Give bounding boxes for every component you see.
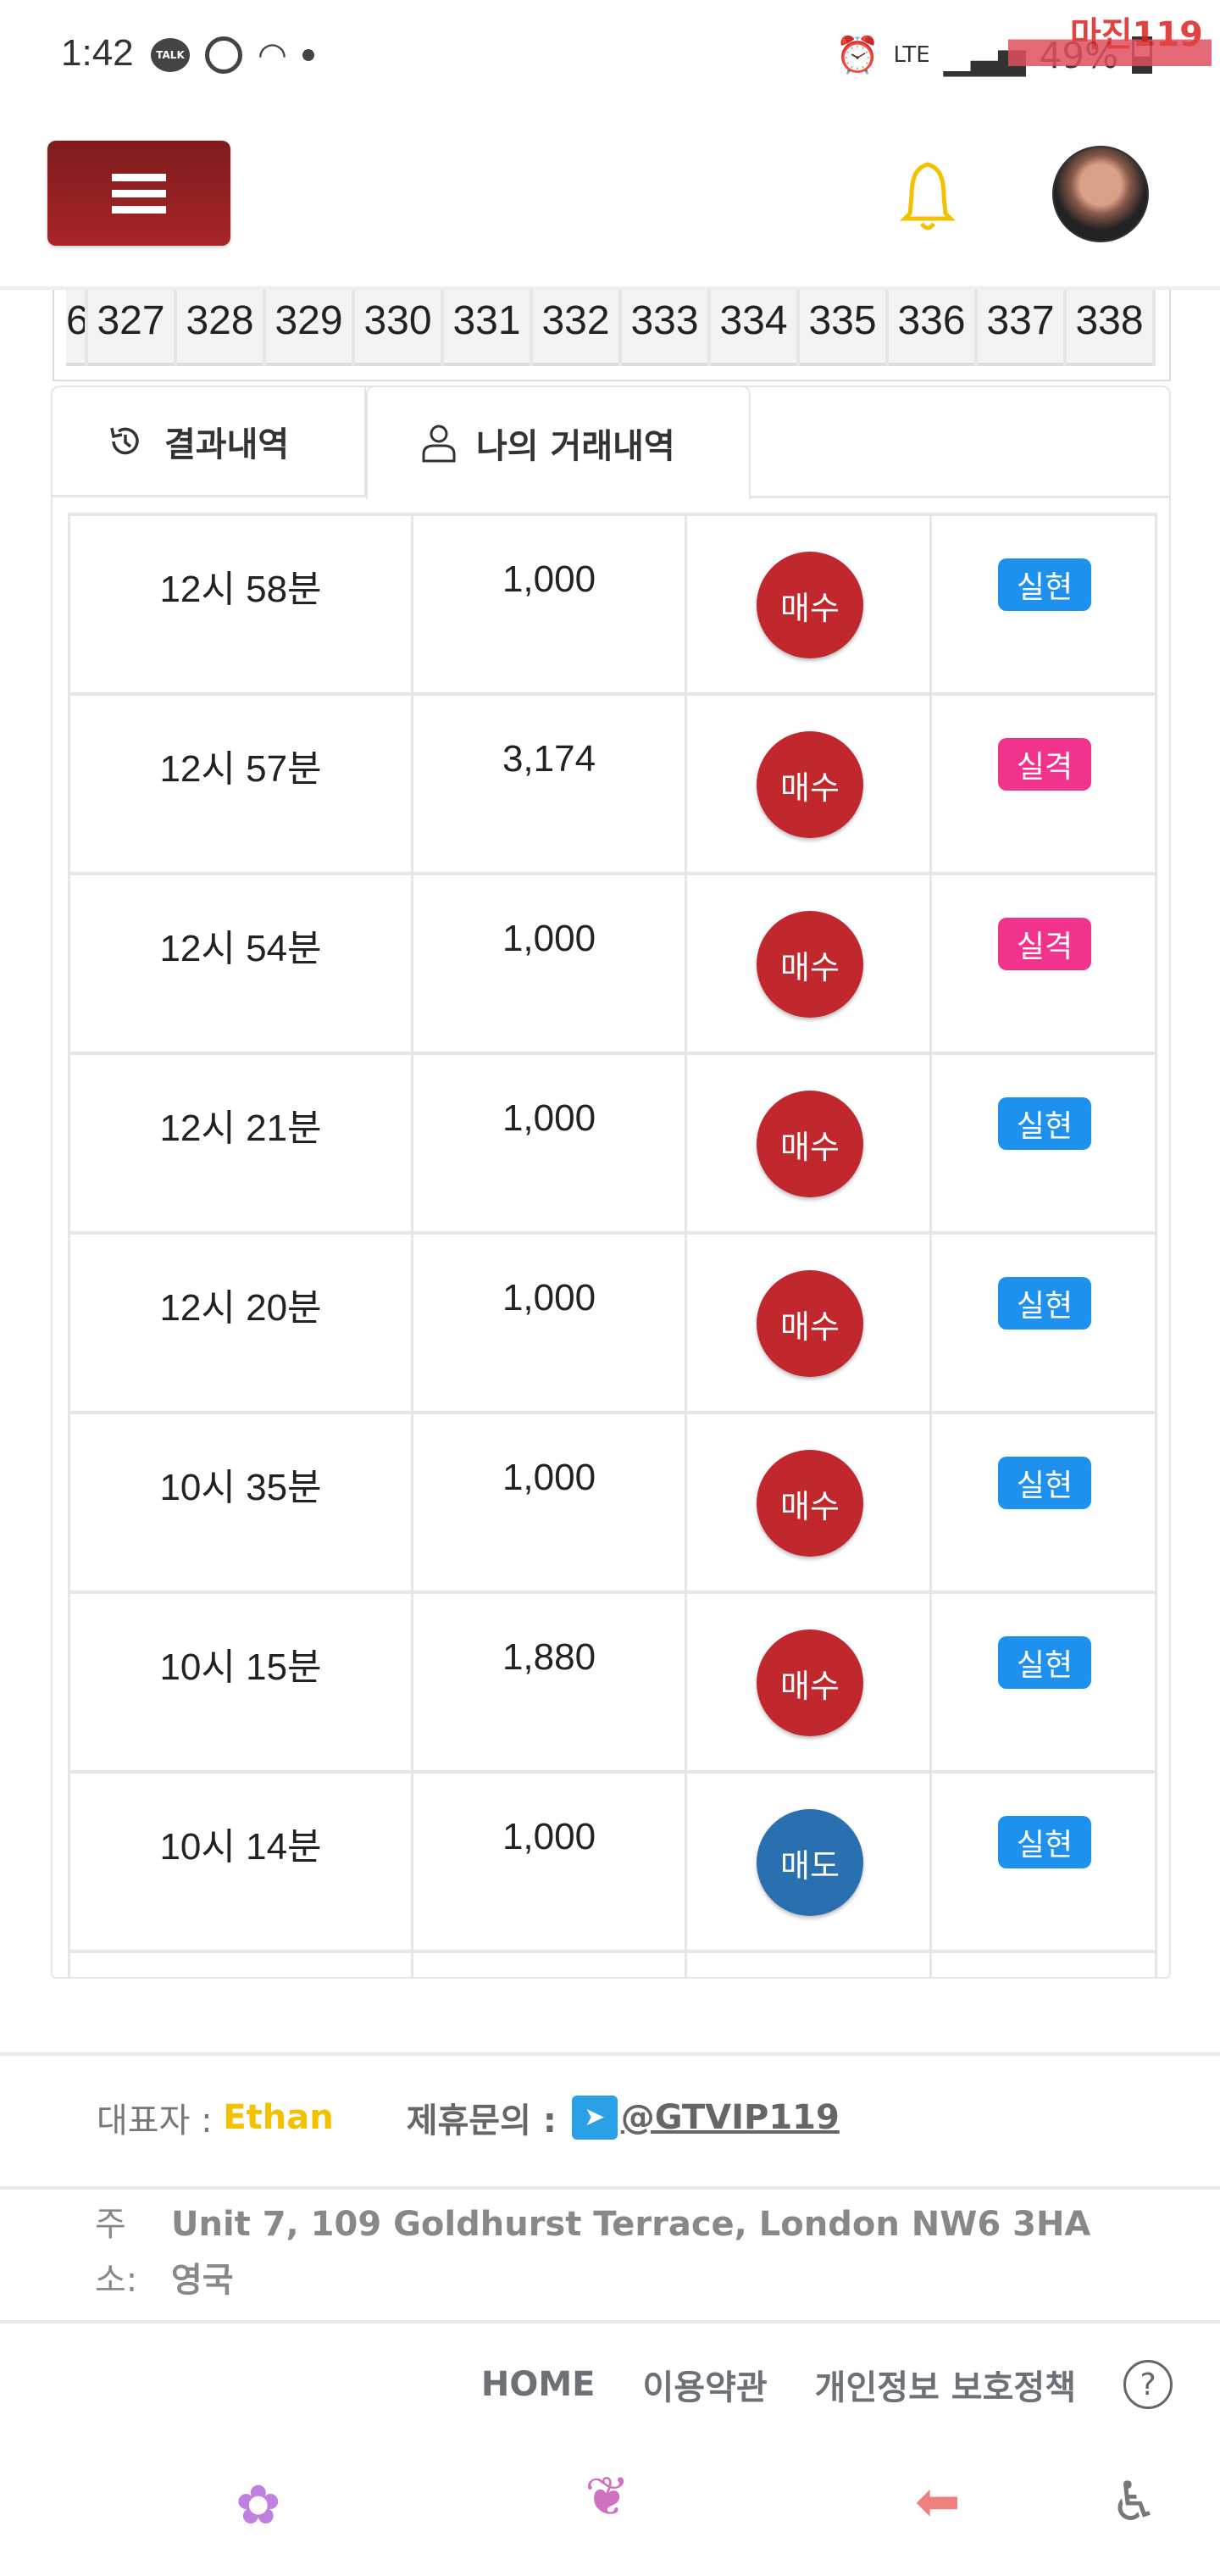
round-number[interactable]: 337 xyxy=(978,290,1067,366)
ceo-name: Ethan xyxy=(223,2098,334,2137)
tab-results[interactable]: 결과내역 xyxy=(53,387,366,497)
app-header xyxy=(0,110,1220,290)
trade-time: 12시 58분 xyxy=(159,569,322,610)
round-number[interactable]: 332 xyxy=(533,290,622,366)
bell-icon[interactable] xyxy=(898,159,957,236)
history-icon xyxy=(110,427,139,454)
notification-dot-icon xyxy=(302,49,314,61)
kakaotalk-icon: TALK xyxy=(151,38,190,72)
bottom-nav: ✿ ❦ ⬅ ♿ xyxy=(0,2457,1220,2559)
round-number[interactable]: 328 xyxy=(177,290,266,366)
table-row: 10시 14분 1,000 매도 실현 xyxy=(68,1770,1157,1950)
tab-bar: 결과내역 나의 거래내역 xyxy=(51,386,1171,499)
wifi-icon: ◠ xyxy=(258,36,287,75)
trade-time: 12시 21분 xyxy=(159,1108,322,1149)
trade-time: 12시 57분 xyxy=(159,748,322,790)
address: 주 Unit 7, 109 Goldhurst Terrace, London N… xyxy=(95,2196,1090,2308)
company-info: 대표자 : Ethan 제휴문의 : ➤ @GTVIP119 xyxy=(97,2093,840,2142)
round-number[interactable]: 331 xyxy=(444,290,533,366)
user-icon xyxy=(422,425,456,463)
buy-badge: 매수 xyxy=(757,911,863,1018)
round-number[interactable]: 338 xyxy=(1067,290,1156,366)
contact-label: 제휴문의 : xyxy=(406,2101,568,2140)
watermark-logo: 마진119 xyxy=(1008,7,1212,66)
buy-badge: 매수 xyxy=(757,1450,863,1557)
table-row: 10시 15분 1,880 매수 실현 xyxy=(68,1591,1157,1770)
round-number[interactable]: 336 xyxy=(889,290,978,366)
privacy-link[interactable]: 개인정보 보호정책 xyxy=(814,2368,1076,2407)
round-number[interactable]: 329 xyxy=(266,290,355,366)
help-icon[interactable]: ? xyxy=(1123,2360,1173,2409)
lte-icon: LTE xyxy=(893,42,930,68)
avatar[interactable] xyxy=(1052,146,1149,242)
address-line-2: 영국 xyxy=(171,2261,234,2300)
fan-icon xyxy=(205,36,242,74)
home-link[interactable]: HOME xyxy=(480,2365,596,2404)
trade-time: 10시 35분 xyxy=(159,1467,322,1508)
address-label: 주 xyxy=(95,2205,126,2244)
table-row: 12시 57분 3,174 매수 실격 xyxy=(68,692,1157,872)
address-line-1: Unit 7, 109 Goldhurst Terrace, London NW… xyxy=(171,2205,1091,2244)
trade-amount: 1,000 xyxy=(502,1816,596,1857)
trade-time: 12시 54분 xyxy=(159,928,322,969)
trade-amount: 3,174 xyxy=(502,738,596,780)
trade-amount: 1,880 xyxy=(502,1636,596,1678)
buy-badge: 매수 xyxy=(757,731,863,838)
result-badge: 실현 xyxy=(998,1457,1091,1509)
round-number-strip: 6 327 328 329 330 331 332 333 334 335 336 337 338 xyxy=(53,290,1171,381)
result-badge: 실현 xyxy=(998,558,1091,611)
buy-badge: 매수 xyxy=(757,1270,863,1377)
clock: 1:42 xyxy=(61,32,134,74)
address-label: 소: xyxy=(95,2261,138,2300)
trade-time: 12시 20분 xyxy=(159,1287,322,1329)
tab-label: 결과내역 xyxy=(164,425,290,464)
buy-badge: 매수 xyxy=(757,552,863,658)
result-badge: 실현 xyxy=(998,1277,1091,1330)
round-number[interactable]: 335 xyxy=(800,290,889,366)
back-arrow-icon[interactable]: ⬅ xyxy=(915,2471,961,2534)
footer-links: HOME 이용약관 개인정보 보호정책 ? xyxy=(481,2360,1173,2409)
trade-time: 10시 15분 xyxy=(159,1646,322,1688)
table-row: 12시 20분 1,000 매수 실현 xyxy=(68,1231,1157,1411)
table-row: 12시 58분 1,000 매수 실현 xyxy=(68,513,1157,692)
round-number[interactable]: 334 xyxy=(711,290,800,366)
alarm-icon: ⏰ xyxy=(835,34,880,75)
buy-badge: 매수 xyxy=(757,1091,863,1197)
round-number[interactable]: 6 xyxy=(66,290,88,366)
ceo-label: 대표자 : xyxy=(97,2101,224,2140)
hamburger-icon xyxy=(112,173,166,181)
table-row: 12시 21분 1,000 매수 실현 xyxy=(68,1052,1157,1231)
status-bar: 1:42 TALK ◠ ⏰ LTE ▁▃▅ 49% 마진119 xyxy=(0,0,1220,110)
round-number[interactable]: 333 xyxy=(622,290,711,366)
trade-amount: 1,000 xyxy=(502,918,596,959)
result-badge: 실격 xyxy=(998,918,1091,970)
flower-icon[interactable]: ✿ xyxy=(236,2474,281,2537)
result-badge: 실현 xyxy=(998,1816,1091,1868)
trade-time: 10시 14분 xyxy=(159,1826,322,1868)
table-row: 12시 54분 1,000 매수 실격 xyxy=(68,872,1157,1052)
tab-label: 나의 거래내역 xyxy=(476,427,675,466)
tab-my-trades[interactable]: 나의 거래내역 xyxy=(366,386,751,499)
phoenix-icon[interactable]: ❦ xyxy=(585,2466,630,2529)
table-row: 10시 35분 1,000 매수 실현 xyxy=(68,1411,1157,1591)
accessibility-icon[interactable]: ♿ xyxy=(1110,2471,1159,2534)
trade-amount: 1,000 xyxy=(502,1097,596,1139)
result-badge: 실현 xyxy=(998,1636,1091,1689)
terms-link[interactable]: 이용약관 xyxy=(642,2368,768,2407)
trade-amount: 1,000 xyxy=(502,1277,596,1319)
result-badge: 실격 xyxy=(998,738,1091,791)
round-number[interactable]: 327 xyxy=(88,290,177,366)
buy-badge: 매수 xyxy=(757,1629,863,1736)
sell-badge: 매도 xyxy=(757,1809,863,1916)
round-number[interactable]: 330 xyxy=(355,290,444,366)
trade-history-table[interactable]: 12시 58분 1,000 매수 실현 12시 57분 3,174 매수 실격 … xyxy=(51,496,1171,1979)
menu-button[interactable] xyxy=(47,141,230,246)
result-badge: 실현 xyxy=(998,1097,1091,1150)
trade-amount: 1,000 xyxy=(502,1457,596,1498)
telegram-icon: ➤ xyxy=(571,2096,618,2140)
telegram-link[interactable]: @GTVIP119 xyxy=(620,2098,840,2137)
trade-amount: 1,000 xyxy=(502,558,596,600)
